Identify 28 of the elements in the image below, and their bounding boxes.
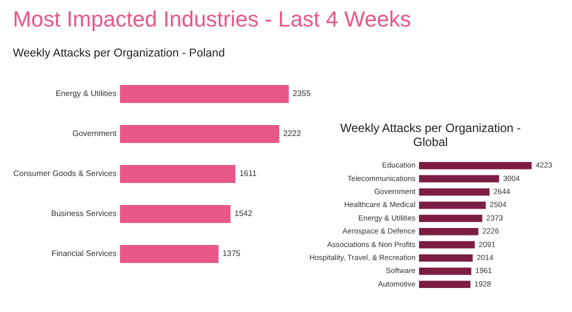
bar <box>120 245 219 263</box>
data-label: 1375 <box>222 249 241 258</box>
bar <box>419 241 475 248</box>
bar <box>120 165 236 183</box>
y-tick-label: Financial Services <box>52 249 116 258</box>
y-tick-label: Government <box>72 129 118 138</box>
bar <box>419 188 490 196</box>
data-label: 2355 <box>292 89 312 98</box>
chart-subtitle: Weekly Attacks per Organization - Poland <box>12 48 225 60</box>
chart-title: Weekly Attacks per Organization - Global <box>340 121 521 149</box>
bar <box>419 214 482 222</box>
y-tick-label: Energy & Utilities <box>56 89 116 98</box>
data-label: 1542 <box>234 209 253 218</box>
bar <box>120 85 289 103</box>
bar <box>419 268 472 275</box>
bar <box>419 202 486 209</box>
y-tick-label: Consumer Goods & Services <box>13 169 116 178</box>
bar <box>419 228 478 236</box>
bar <box>120 205 231 223</box>
bar <box>419 175 500 182</box>
y-tick-label: Business Services <box>51 209 116 218</box>
data-label: 1611 <box>239 169 258 178</box>
bar <box>419 254 473 262</box>
bar <box>419 162 532 170</box>
chart-title: Most Impacted Industries - Last 4 Weeks <box>12 6 412 32</box>
bar <box>120 125 280 143</box>
bar <box>419 280 470 288</box>
data-label: 2222 <box>283 129 302 138</box>
